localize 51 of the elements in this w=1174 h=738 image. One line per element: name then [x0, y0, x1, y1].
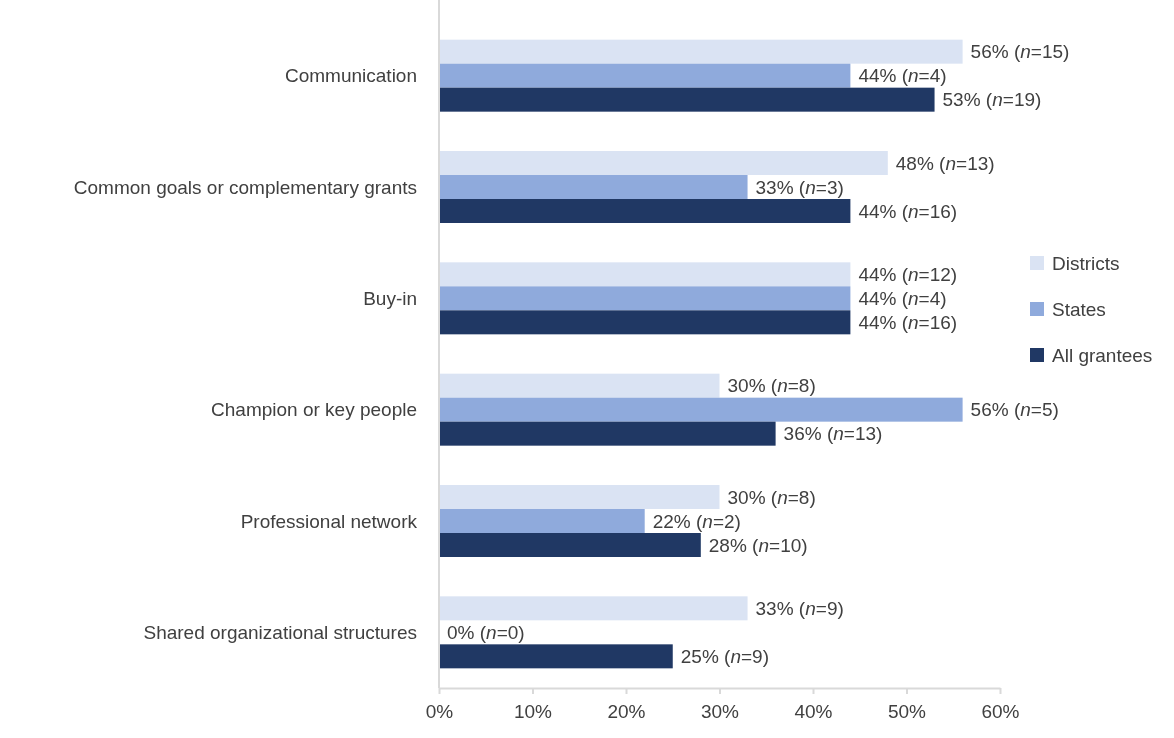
- bar: [439, 286, 851, 311]
- data-label: 56% (n=5): [970, 399, 1059, 421]
- bar: [439, 485, 720, 509]
- bar: [439, 373, 720, 398]
- data-label: 56% (n=15): [970, 41, 1070, 63]
- bar: [439, 199, 851, 223]
- data-label: 30% (n=8): [727, 375, 816, 397]
- x-tick-label: 10%: [513, 700, 553, 722]
- legend-label: All grantees: [1052, 344, 1153, 366]
- data-label: 28% (n=10): [708, 534, 808, 556]
- data-label: 44% (n=12): [858, 263, 958, 285]
- bar: [439, 175, 748, 199]
- bar: [439, 63, 851, 88]
- data-label: 22% (n=2): [652, 510, 741, 532]
- bar: [439, 533, 701, 557]
- data-label: 33% (n=3): [755, 176, 844, 198]
- x-tick-label: 50%: [887, 700, 927, 722]
- bar: [439, 262, 851, 287]
- data-label: 53% (n=19): [942, 89, 1042, 111]
- bar: [439, 151, 888, 175]
- data-label: 44% (n=16): [858, 311, 958, 333]
- x-tick-label: 20%: [607, 700, 646, 722]
- x-tick-label: 40%: [794, 700, 833, 722]
- data-label: 48% (n=13): [895, 152, 995, 174]
- legend-label: Districts: [1052, 252, 1120, 274]
- bar: [439, 87, 935, 112]
- y-tick-label: Communication: [285, 65, 417, 87]
- x-tick-label: 60%: [981, 700, 1020, 722]
- bar: [439, 644, 673, 669]
- data-label: 44% (n=16): [858, 200, 958, 222]
- bar: [439, 509, 645, 533]
- bar: [439, 596, 748, 621]
- data-label: 44% (n=4): [858, 287, 947, 309]
- legend-label: States: [1052, 298, 1106, 320]
- data-label: 44% (n=4): [858, 65, 947, 87]
- bar: [439, 39, 963, 64]
- y-tick-label: Champion or key people: [211, 399, 417, 421]
- data-label: 33% (n=9): [755, 597, 844, 619]
- x-tick-label: 0%: [425, 700, 454, 722]
- y-tick-label: Shared organizational structures: [143, 621, 417, 643]
- y-tick-label: Professional network: [240, 510, 418, 532]
- bar: [439, 310, 851, 335]
- data-label: 36% (n=13): [783, 423, 883, 445]
- y-tick-label: Common goals or complementary grants: [73, 176, 417, 198]
- bar: [439, 397, 963, 422]
- data-label: 25% (n=9): [680, 645, 769, 667]
- x-tick-label: 30%: [700, 700, 740, 722]
- data-label: 30% (n=8): [727, 486, 816, 508]
- data-label: 0% (n=0): [447, 621, 525, 643]
- y-tick-label: Buy-in: [363, 287, 417, 309]
- bar: [439, 421, 776, 446]
